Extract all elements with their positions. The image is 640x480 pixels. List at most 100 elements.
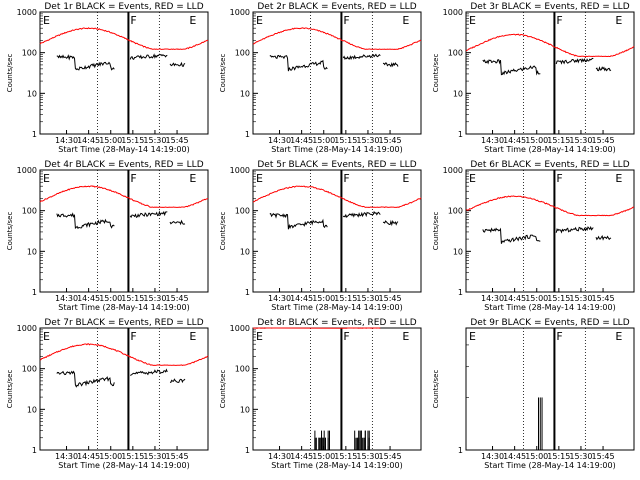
x-tick-label: 15:30 — [569, 294, 592, 303]
event-marker-E: E — [615, 330, 622, 343]
y-tick-label: 100 — [448, 49, 463, 58]
y-tick-label: 10 — [27, 247, 37, 256]
event-marker-E: E — [402, 172, 409, 185]
y-axis-label: Counts/sec — [6, 54, 14, 93]
y-tick-label: 1 — [245, 446, 250, 455]
x-tick-label: 14:45 — [77, 294, 100, 303]
x-tick-label: 15:45 — [379, 452, 402, 461]
y-tick-label: 100 — [448, 207, 463, 216]
event-marker-E: E — [615, 14, 622, 27]
panel-title: Det 3r BLACK = Events, RED = LLD — [470, 2, 629, 12]
plot-frame — [252, 169, 422, 293]
y-tick-label: 10 — [240, 247, 250, 256]
event-marker-F: F — [130, 14, 136, 27]
x-tick-label: 14:45 — [503, 452, 526, 461]
events-series-line — [482, 59, 541, 76]
x-tick-label: 15:45 — [592, 294, 615, 303]
x-tick-label: 14:30 — [481, 452, 504, 461]
x-tick-label: 15:00 — [312, 294, 335, 303]
event-marker-E: E — [402, 330, 409, 343]
y-axis-label: Counts/sec — [6, 212, 14, 251]
x-tick-label: 14:45 — [77, 452, 100, 461]
x-tick-label: 14:30 — [55, 294, 78, 303]
x-tick-label: 14:30 — [55, 452, 78, 461]
x-tick-label: 15:15 — [547, 294, 570, 303]
x-axis-label: Start Time (28-May-14 14:19:00) — [58, 303, 189, 312]
plot-frame — [39, 169, 209, 293]
y-axis-label: Counts/sec — [219, 370, 227, 409]
event-marker-E: E — [189, 14, 196, 27]
events-series-line — [595, 66, 612, 72]
x-tick-label: 15:00 — [312, 452, 335, 461]
y-tick-label: 1 — [458, 288, 463, 297]
event-marker-E: E — [256, 14, 263, 27]
event-marker-E: E — [469, 14, 476, 27]
x-axis-label: Start Time (28-May-14 14:19:00) — [271, 461, 402, 470]
x-tick-label: 15:00 — [525, 452, 548, 461]
plot-frame — [39, 327, 209, 451]
y-tick-label: 1 — [32, 130, 37, 139]
y-tick-label: 1000 — [17, 166, 37, 175]
detector-panel-7: Det 7r BLACK = Events, RED = LLD 1 10 100 10… — [6, 318, 209, 470]
x-tick-label: 15:45 — [592, 136, 615, 145]
event-marker-E: E — [402, 14, 409, 27]
y-axis-label: Counts/sec — [219, 212, 227, 251]
x-axis-label: Start Time (28-May-14 14:19:00) — [484, 303, 615, 312]
event-marker-E: E — [256, 330, 263, 343]
events-series-line — [56, 370, 115, 388]
plot-frame — [39, 11, 209, 135]
event-marker-E: E — [469, 172, 476, 185]
x-tick-label: 14:45 — [503, 294, 526, 303]
x-tick-label: 15:00 — [99, 136, 122, 145]
x-tick-label: 14:30 — [268, 452, 291, 461]
y-tick-label: 1000 — [230, 324, 250, 333]
detector-panel-8: Det 8r BLACK = Events, RED = LLD 1 10 100 10… — [219, 318, 422, 470]
event-marker-F: F — [343, 330, 349, 343]
y-tick-label: 100 — [235, 49, 250, 58]
events-series-line — [342, 210, 381, 219]
lld-series-line — [465, 195, 635, 217]
x-tick-label: 15:15 — [334, 294, 357, 303]
panel-title: Det 1r BLACK = Events, RED = LLD — [44, 2, 203, 12]
events-series-line — [342, 53, 381, 61]
x-axis-label: Start Time (28-May-14 14:19:00) — [484, 145, 615, 154]
y-axis-label: Counts/sec — [219, 54, 227, 93]
events-series-line — [169, 219, 186, 226]
panel-title: Det 8r BLACK = Events, RED = LLD — [257, 318, 416, 328]
panel-title: Det 4r BLACK = Events, RED = LLD — [44, 160, 203, 170]
event-marker-E: E — [615, 172, 622, 185]
x-tick-label: 15:30 — [569, 452, 592, 461]
x-axis-label: Start Time (28-May-14 14:19:00) — [58, 145, 189, 154]
detector-panel-1: Det 1r BLACK = Events, RED = LLD 1 10 100 10… — [6, 2, 209, 154]
x-tick-label: 14:45 — [77, 136, 100, 145]
x-tick-label: 14:45 — [290, 452, 313, 461]
x-tick-label: 15:00 — [525, 136, 548, 145]
x-tick-label: 15:45 — [166, 452, 189, 461]
y-tick-label: 1000 — [17, 324, 37, 333]
y-tick-label: 1000 — [17, 8, 37, 17]
panel-title: Det 2r BLACK = Events, RED = LLD — [257, 2, 416, 12]
events-series-line — [382, 62, 399, 68]
event-marker-F: F — [343, 14, 349, 27]
y-tick-label: 10 — [453, 89, 463, 98]
plot-frame — [465, 11, 635, 135]
x-tick-label: 15:45 — [166, 294, 189, 303]
event-marker-F: F — [556, 14, 562, 27]
y-tick-label: 1 — [32, 446, 37, 455]
x-tick-label: 14:30 — [55, 136, 78, 145]
events-series-line — [169, 378, 186, 384]
event-marker-F: F — [556, 172, 562, 185]
detector-panel-2: Det 2r BLACK = Events, RED = LLD 1 10 100 10… — [219, 2, 422, 154]
x-tick-label: 15:45 — [166, 136, 189, 145]
y-tick-label: 100 — [235, 365, 250, 374]
x-tick-label: 15:30 — [356, 136, 379, 145]
event-marker-F: F — [130, 330, 136, 343]
x-tick-label: 15:15 — [547, 136, 570, 145]
y-tick-label: 1000 — [230, 166, 250, 175]
plot-frame — [465, 327, 635, 451]
x-tick-label: 15:30 — [143, 452, 166, 461]
x-tick-label: 15:45 — [592, 452, 615, 461]
y-tick-label: 100 — [235, 207, 250, 216]
y-tick-label: 10 — [240, 89, 250, 98]
